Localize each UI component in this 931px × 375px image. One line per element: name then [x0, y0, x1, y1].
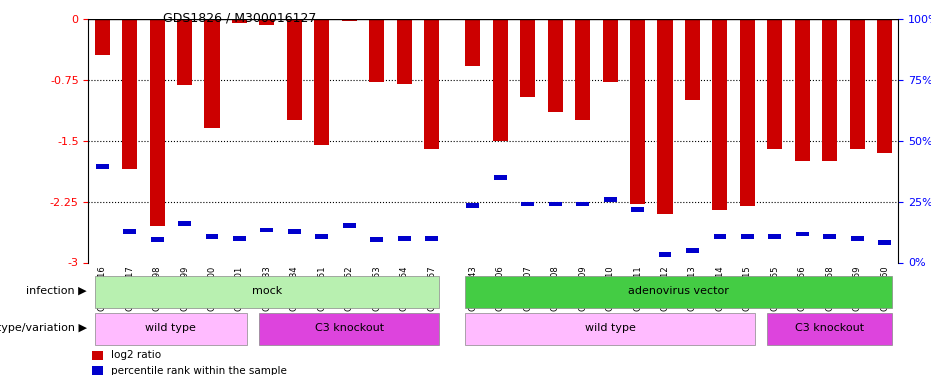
Bar [768, 234, 781, 239]
Bar [767, 313, 892, 345]
Bar [232, 19, 247, 23]
Bar [425, 19, 439, 149]
Bar [603, 196, 616, 202]
Bar [315, 19, 330, 145]
Bar [343, 224, 356, 228]
Bar [397, 19, 412, 84]
Text: wild type: wild type [145, 323, 196, 333]
Bar [342, 19, 357, 21]
Bar [95, 276, 439, 308]
Bar [96, 164, 109, 169]
Text: percentile rank within the sample: percentile rank within the sample [111, 366, 287, 375]
Bar [260, 19, 275, 25]
Bar [686, 248, 699, 253]
Bar [877, 19, 892, 153]
Bar [288, 229, 301, 234]
Bar [178, 221, 191, 226]
Bar [370, 19, 385, 82]
Bar [713, 234, 726, 239]
Bar [123, 229, 136, 234]
Text: log2 ratio: log2 ratio [111, 350, 161, 360]
Bar [602, 19, 617, 82]
Text: GDS1826 / M300016127: GDS1826 / M300016127 [163, 11, 317, 24]
Text: infection ▶: infection ▶ [26, 286, 87, 296]
Bar [548, 201, 561, 206]
Bar [850, 19, 865, 149]
Bar [95, 19, 110, 55]
Bar [878, 240, 891, 244]
Bar [260, 313, 439, 345]
Bar [371, 237, 384, 242]
Bar [122, 19, 137, 169]
Bar [823, 234, 836, 239]
Text: mock: mock [251, 286, 282, 296]
Bar [493, 175, 506, 180]
Bar [466, 19, 480, 66]
Bar [316, 234, 329, 239]
Bar [287, 19, 302, 120]
Bar [150, 19, 165, 226]
Bar [630, 19, 645, 204]
Bar [92, 366, 103, 375]
Text: C3 knockout: C3 knockout [795, 323, 864, 333]
Bar [92, 351, 103, 360]
Bar [95, 313, 247, 345]
Text: genotype/variation ▶: genotype/variation ▶ [0, 323, 87, 333]
Bar [767, 19, 782, 149]
Bar [631, 207, 644, 212]
Bar [851, 236, 864, 241]
Bar [520, 19, 535, 97]
Bar [795, 19, 810, 161]
Bar [685, 19, 700, 100]
Bar [576, 201, 589, 206]
Bar [398, 236, 411, 241]
Bar [261, 228, 274, 232]
Bar [233, 236, 246, 241]
Bar [796, 232, 809, 237]
Bar [466, 313, 755, 345]
Bar [205, 19, 220, 128]
Bar [466, 203, 479, 208]
Bar [425, 236, 439, 241]
Bar [657, 19, 672, 214]
Bar [177, 19, 192, 86]
Text: adenovirus vector: adenovirus vector [628, 286, 729, 296]
Bar [741, 234, 754, 239]
Bar [492, 19, 507, 141]
Bar [206, 234, 219, 239]
Bar [547, 19, 562, 112]
Bar [822, 19, 837, 161]
Bar [151, 237, 164, 242]
Bar [658, 252, 671, 257]
Bar [712, 19, 727, 210]
Bar [740, 19, 755, 206]
Bar [521, 201, 534, 206]
Text: wild type: wild type [585, 323, 636, 333]
Bar [575, 19, 590, 120]
Text: C3 knockout: C3 knockout [315, 323, 384, 333]
Bar [466, 276, 892, 308]
